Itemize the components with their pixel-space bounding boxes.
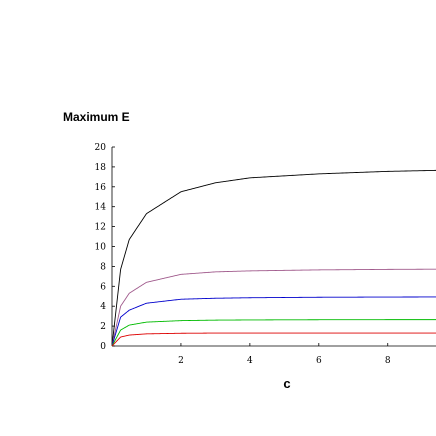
x-ticks: 2 4 6 8 <box>178 343 391 366</box>
y-tick-label: 14 <box>95 203 107 213</box>
y-tick-label: 0 <box>100 342 106 352</box>
x-axis-label: c <box>283 376 290 391</box>
y-tick-label: 20 <box>95 143 107 153</box>
x-tick-label: 8 <box>385 356 391 366</box>
x-tick-label: 6 <box>316 356 322 366</box>
y-tick-label: 12 <box>95 223 106 233</box>
y-tick-label: 6 <box>100 282 106 292</box>
x-tick-label: 4 <box>247 356 253 366</box>
y-tick-label: 18 <box>95 163 107 173</box>
x-tick-label: 2 <box>178 356 184 366</box>
series-line-5 <box>111 332 436 347</box>
series-line-1 <box>111 169 436 347</box>
y-tick-label: 10 <box>95 243 107 253</box>
series-line-3 <box>111 296 436 347</box>
y-ticks: 0 2 4 6 8 10 12 14 16 18 20 <box>95 143 115 352</box>
series-line-2 <box>111 268 436 347</box>
y-tick-label: 4 <box>100 302 106 312</box>
y-tick-label: 16 <box>95 183 107 193</box>
series-layer <box>111 169 436 347</box>
y-tick-label: 2 <box>100 322 106 332</box>
y-tick-label: 8 <box>100 262 106 272</box>
y-axis-label: Maximum E <box>63 110 130 124</box>
series-line-4 <box>111 319 436 347</box>
